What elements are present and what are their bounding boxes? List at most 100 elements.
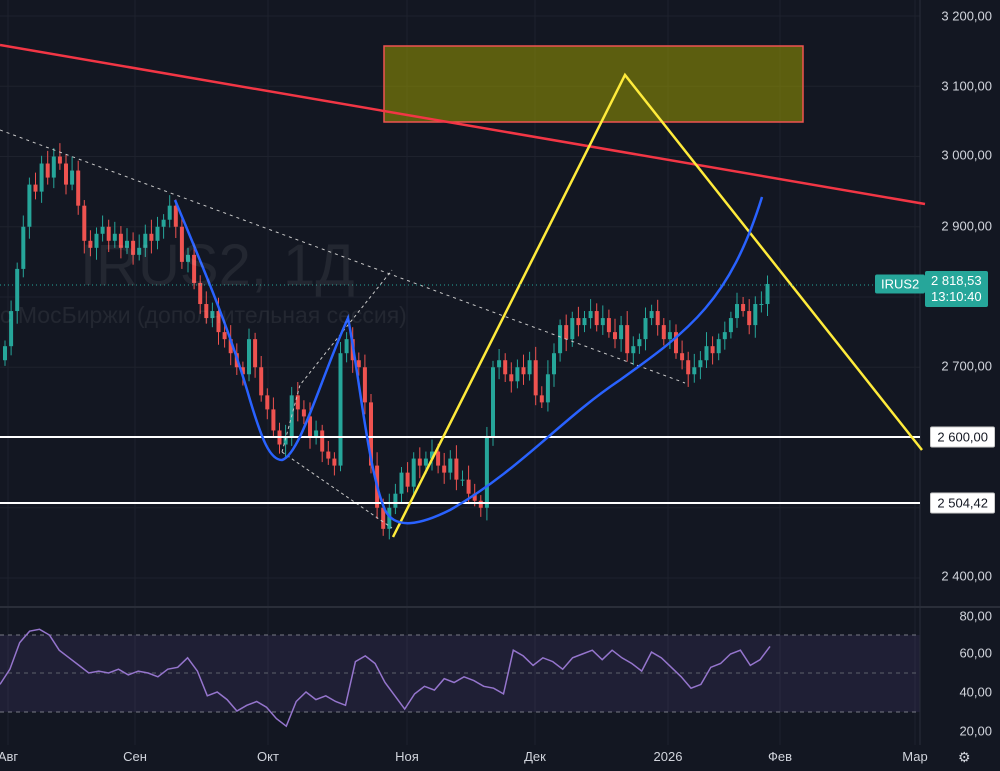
settings-icon[interactable]: ⚙ bbox=[958, 749, 971, 765]
candle bbox=[393, 493, 398, 508]
price-tick: 2 900,00 bbox=[941, 218, 992, 234]
candle bbox=[539, 395, 544, 403]
candle bbox=[753, 304, 758, 326]
price-tick: 3 000,00 bbox=[941, 147, 992, 163]
symbol-tag: IRUS2 bbox=[875, 274, 926, 294]
candles bbox=[3, 143, 770, 540]
candle bbox=[27, 184, 32, 227]
candle bbox=[100, 226, 105, 234]
level-label-2504: 2 504,42 bbox=[930, 492, 995, 514]
rsi-tick: 20,00 bbox=[959, 723, 992, 739]
candle bbox=[454, 458, 459, 480]
candle bbox=[564, 325, 569, 340]
candle bbox=[521, 367, 526, 375]
blue-curve-2[interactable] bbox=[383, 196, 764, 525]
candle bbox=[161, 219, 166, 227]
candle bbox=[667, 332, 672, 340]
bar-countdown: 13:10:40 bbox=[931, 289, 982, 304]
price-tick: 2 700,00 bbox=[941, 358, 992, 374]
candle bbox=[45, 163, 50, 178]
candle bbox=[259, 367, 264, 396]
candle bbox=[710, 346, 715, 354]
time-tick: Окт bbox=[257, 749, 279, 764]
candle bbox=[125, 240, 129, 248]
highlight-zone[interactable] bbox=[383, 45, 804, 123]
candle bbox=[76, 170, 81, 206]
rsi-line bbox=[0, 628, 771, 728]
candle bbox=[356, 360, 361, 368]
candle bbox=[9, 311, 14, 347]
candle bbox=[625, 325, 630, 354]
candle bbox=[619, 325, 624, 340]
candle bbox=[484, 437, 489, 508]
candle bbox=[533, 360, 538, 396]
dotted-trendline[interactable] bbox=[0, 129, 686, 384]
candle bbox=[88, 240, 93, 248]
time-tick: Мар bbox=[902, 749, 928, 764]
candle bbox=[423, 458, 428, 466]
candle bbox=[167, 205, 172, 220]
candle bbox=[57, 156, 62, 164]
candle bbox=[686, 360, 691, 375]
blue-curve-1[interactable] bbox=[173, 199, 387, 511]
time-tick: Авг bbox=[0, 749, 19, 764]
candle bbox=[509, 374, 514, 382]
candle bbox=[698, 360, 703, 368]
candle bbox=[94, 233, 99, 248]
candle bbox=[436, 451, 441, 466]
candle bbox=[149, 233, 154, 241]
candle bbox=[332, 458, 337, 466]
candle bbox=[82, 205, 87, 241]
candle bbox=[344, 339, 349, 354]
candle bbox=[198, 282, 203, 305]
candle bbox=[448, 458, 453, 473]
candle bbox=[240, 367, 245, 375]
candle bbox=[283, 437, 288, 445]
candle bbox=[186, 254, 190, 262]
candle bbox=[228, 339, 233, 354]
dashed-channel-lower[interactable] bbox=[281, 451, 393, 529]
candle bbox=[70, 170, 75, 185]
candle bbox=[466, 479, 471, 494]
candle bbox=[460, 479, 465, 481]
candle bbox=[478, 500, 483, 508]
candle bbox=[692, 367, 697, 375]
candle bbox=[131, 240, 136, 255]
candle bbox=[655, 311, 660, 326]
candle bbox=[637, 339, 642, 347]
candle bbox=[747, 311, 752, 326]
candle bbox=[39, 163, 44, 192]
candle bbox=[545, 374, 550, 403]
candle bbox=[552, 353, 556, 375]
candle bbox=[118, 233, 123, 248]
candle bbox=[308, 416, 312, 438]
level-label-2600: 2 600,00 bbox=[930, 426, 995, 448]
candle bbox=[741, 304, 746, 312]
current-price: 2 818,53 bbox=[931, 273, 982, 288]
candle bbox=[417, 458, 422, 466]
candle bbox=[759, 304, 764, 306]
watermark-source: с МосБиржи (дополнительная сессия) bbox=[0, 302, 407, 328]
candle bbox=[3, 346, 7, 361]
candle bbox=[582, 318, 587, 326]
candle bbox=[247, 339, 251, 375]
candle bbox=[631, 346, 636, 354]
red-trendline[interactable] bbox=[0, 43, 926, 206]
candle bbox=[33, 184, 38, 192]
candle bbox=[173, 205, 178, 227]
candle bbox=[15, 268, 20, 312]
candle bbox=[21, 226, 26, 269]
candle bbox=[326, 451, 331, 459]
candle bbox=[51, 156, 56, 178]
candle bbox=[137, 247, 142, 255]
candle bbox=[674, 332, 678, 354]
candle bbox=[680, 353, 685, 361]
candle bbox=[570, 318, 575, 340]
rsi-tick: 80,00 bbox=[959, 608, 992, 624]
candle bbox=[728, 318, 733, 333]
candle bbox=[381, 507, 386, 529]
candle bbox=[301, 409, 306, 417]
yellow-zigzag[interactable] bbox=[391, 72, 923, 538]
candle bbox=[271, 409, 276, 431]
